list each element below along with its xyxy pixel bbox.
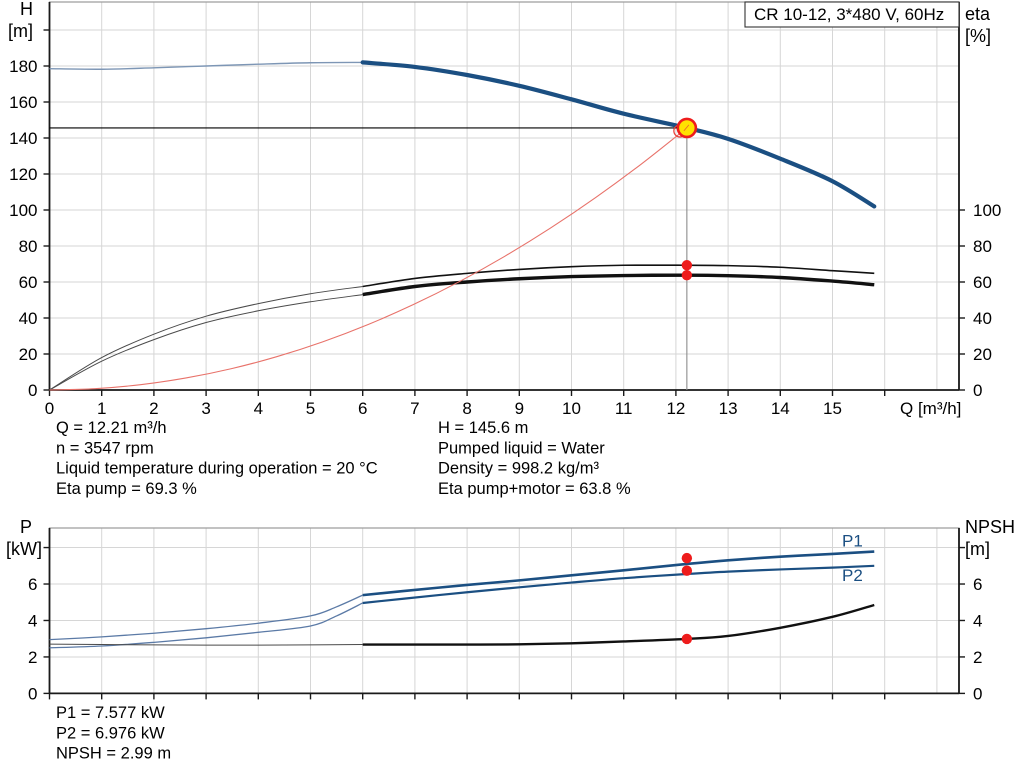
- svg-text:1: 1: [97, 399, 106, 418]
- svg-text:80: 80: [19, 237, 38, 256]
- svg-text:13: 13: [719, 399, 738, 418]
- svg-text:15: 15: [823, 399, 842, 418]
- svg-text:20: 20: [973, 345, 992, 364]
- svg-text:6: 6: [973, 575, 982, 594]
- svg-text:[%]: [%]: [965, 26, 991, 46]
- svg-text:CR 10-12, 3*480 V, 60Hz: CR 10-12, 3*480 V, 60Hz: [754, 5, 944, 24]
- svg-text:[kW]: [kW]: [6, 539, 42, 559]
- svg-text:5: 5: [306, 399, 315, 418]
- svg-text:NPSH: NPSH: [965, 517, 1015, 537]
- svg-text:100: 100: [973, 201, 1001, 220]
- svg-text:9: 9: [515, 399, 524, 418]
- svg-text:[m]: [m]: [965, 539, 990, 559]
- svg-text:P: P: [20, 517, 32, 537]
- svg-text:160: 160: [9, 93, 37, 112]
- svg-text:[m]: [m]: [8, 21, 33, 41]
- svg-text:4: 4: [973, 611, 982, 630]
- svg-text:Q = 12.21 m³/h: Q = 12.21 m³/h: [56, 419, 167, 437]
- svg-text:eta: eta: [965, 4, 991, 24]
- svg-text:2: 2: [973, 648, 982, 667]
- svg-text:0: 0: [973, 381, 982, 400]
- svg-text:2: 2: [149, 399, 158, 418]
- svg-text:40: 40: [19, 309, 38, 328]
- svg-text:NPSH = 2.99 m: NPSH = 2.99 m: [56, 745, 171, 763]
- svg-text:140: 140: [9, 129, 37, 148]
- svg-text:60: 60: [973, 273, 992, 292]
- svg-text:Eta pump = 69.3 %: Eta pump = 69.3 %: [56, 480, 197, 498]
- svg-text:4: 4: [28, 611, 37, 630]
- svg-text:Pumped liquid = Water: Pumped liquid = Water: [438, 439, 605, 457]
- svg-text:n = 3547 rpm: n = 3547 rpm: [56, 439, 154, 457]
- svg-text:0: 0: [28, 684, 37, 703]
- svg-text:11: 11: [615, 399, 633, 418]
- svg-text:P1 = 7.577 kW: P1 = 7.577 kW: [56, 704, 165, 722]
- svg-text:P1: P1: [842, 532, 863, 551]
- svg-text:6: 6: [358, 399, 367, 418]
- svg-text:120: 120: [9, 165, 37, 184]
- svg-text:10: 10: [562, 399, 581, 418]
- svg-text:Eta pump+motor = 63.8 %: Eta pump+motor = 63.8 %: [438, 480, 631, 498]
- svg-text:0: 0: [28, 381, 37, 400]
- svg-text:H: H: [20, 0, 33, 19]
- svg-text:100: 100: [9, 201, 37, 220]
- svg-text:40: 40: [973, 309, 992, 328]
- svg-text:80: 80: [973, 237, 992, 256]
- svg-text:0: 0: [45, 399, 54, 418]
- svg-text:P2: P2: [842, 566, 863, 585]
- svg-text:Q [m³/h]: Q [m³/h]: [900, 399, 961, 418]
- svg-text:0: 0: [973, 684, 982, 703]
- svg-text:4: 4: [254, 399, 263, 418]
- svg-text:Liquid temperature during oper: Liquid temperature during operation = 20…: [56, 460, 378, 478]
- svg-text:2: 2: [28, 648, 37, 667]
- svg-text:12: 12: [666, 399, 685, 418]
- svg-text:6: 6: [28, 575, 37, 594]
- svg-text:3: 3: [201, 399, 210, 418]
- svg-text:8: 8: [462, 399, 471, 418]
- svg-text:14: 14: [771, 399, 790, 418]
- svg-text:180: 180: [9, 57, 37, 76]
- svg-text:7: 7: [410, 399, 419, 418]
- svg-text:P2 = 6.976 kW: P2 = 6.976 kW: [56, 724, 165, 742]
- svg-text:H = 145.6 m: H = 145.6 m: [438, 419, 528, 437]
- svg-text:20: 20: [19, 345, 38, 364]
- svg-text:60: 60: [19, 273, 38, 292]
- svg-text:Density = 998.2 kg/m³: Density = 998.2 kg/m³: [438, 460, 599, 478]
